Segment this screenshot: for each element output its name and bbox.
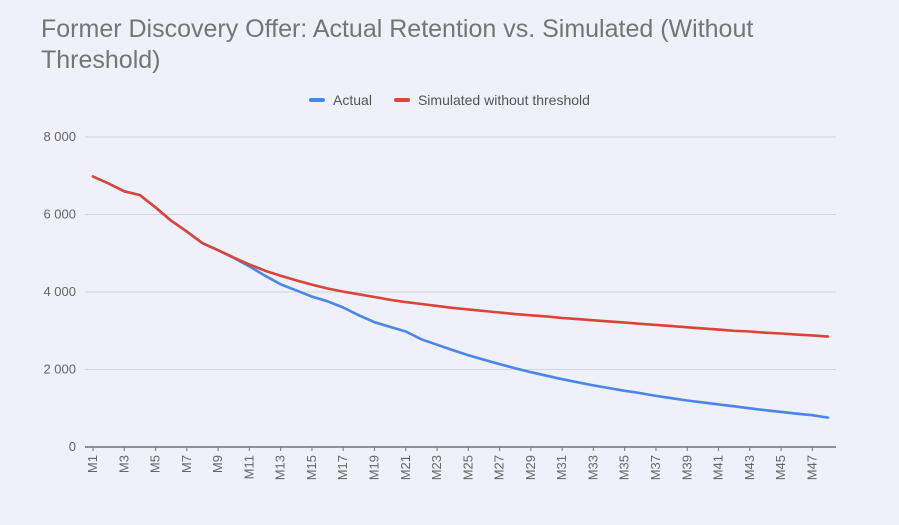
series-line-actual [91,175,830,419]
legend-label-simulated: Simulated without threshold [417,92,590,108]
y-tick-label: 8 000 [43,129,76,144]
legend: Actual Simulated without threshold [0,92,899,108]
x-tick-label: M7 [179,455,194,473]
legend-label-actual: Actual [333,92,372,108]
x-tick-label: M11 [241,455,256,479]
legend-item-actual[interactable]: Actual [309,92,372,108]
x-tick-label: M41 [711,455,726,480]
x-tick-label: M13 [273,455,288,480]
x-tick-label: M17 [335,455,350,480]
x-tick-label: M23 [429,455,444,480]
x-tick-label: M31 [554,455,569,480]
x-tick-label: M29 [523,455,538,480]
x-tick-label: M45 [773,455,788,480]
x-tick-label: M19 [366,455,381,480]
legend-item-simulated[interactable]: Simulated without threshold [393,92,590,108]
x-tick-label: M3 [116,455,131,473]
x-tick-label: M47 [804,455,819,480]
y-tick-label: 2 000 [43,362,76,377]
legend-swatch-simulated [393,98,410,102]
x-tick-label: M25 [460,455,475,480]
x-tick-label: M1 [85,455,100,473]
y-tick-label: 4 000 [43,284,76,299]
x-tick-label: M37 [648,455,663,480]
x-tick-label: M5 [148,455,163,473]
y-tick-label: 6 000 [43,207,76,222]
x-tick-label: M43 [742,455,757,480]
chart-title: Former Discovery Offer: Actual Retention… [41,15,754,74]
x-tick-label: M27 [492,455,507,480]
x-tick-label: M33 [585,455,600,480]
legend-swatch-actual [309,98,326,102]
x-tick-label: M9 [210,455,225,473]
y-tick-label: 0 [69,439,76,454]
x-tick-label: M39 [679,455,694,480]
x-tick-label: M35 [617,455,632,480]
series-line-simulated [91,175,830,338]
x-tick-label: M21 [398,455,413,480]
x-tick-label: M15 [304,455,319,480]
